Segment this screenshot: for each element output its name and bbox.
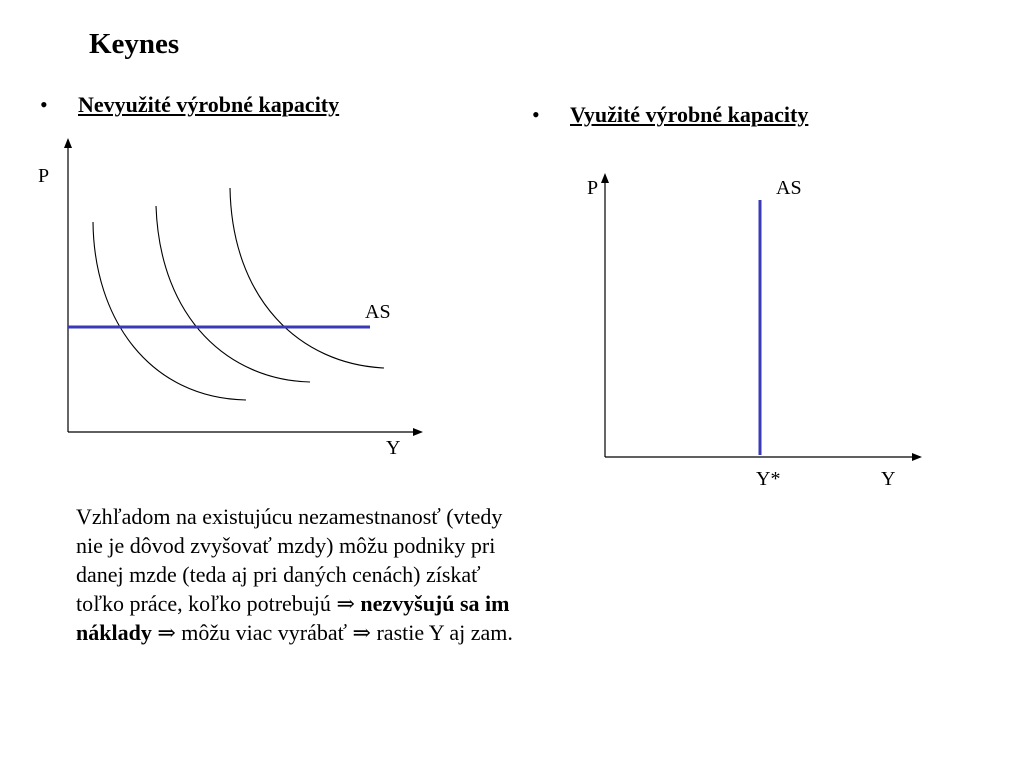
right-ystar-label: Y* bbox=[756, 468, 780, 490]
paragraph-text-3: rastie Y aj zam. bbox=[370, 620, 513, 645]
bullet-icon: • bbox=[40, 92, 48, 117]
right-diagram: P AS Y* Y bbox=[587, 173, 922, 490]
left-heading-text: Nevyužité výrobné kapacity bbox=[78, 92, 340, 117]
right-heading-text: Využité výrobné kapacity bbox=[570, 102, 809, 127]
left-y-label: P bbox=[38, 165, 49, 187]
slide-title: Keynes bbox=[89, 28, 180, 60]
left-curve-3 bbox=[229, 187, 385, 369]
left-diagram: P AS Y bbox=[38, 138, 423, 459]
implies-arrow: ⇒ bbox=[336, 591, 355, 616]
paragraph-bold-text: nezvyšujú sa im náklady bbox=[76, 591, 510, 645]
right-x-label: Y bbox=[881, 468, 895, 490]
left-as-label: AS bbox=[365, 301, 391, 323]
right-y-label: P bbox=[587, 177, 598, 199]
right-as-label: AS bbox=[776, 177, 802, 199]
left-heading: • Nevyužité výrobné kapacity bbox=[40, 92, 339, 118]
implies-arrow: ⇒ bbox=[157, 620, 176, 645]
bullet-icon: • bbox=[532, 102, 540, 127]
left-curve-1 bbox=[92, 221, 247, 401]
left-curve-2 bbox=[155, 205, 311, 383]
paragraph-text-1: Vzhľadom na existujúcu nezamestnanosť (v… bbox=[76, 504, 503, 616]
left-x-label: Y bbox=[386, 437, 400, 459]
right-heading: • Využité výrobné kapacity bbox=[532, 102, 808, 128]
paragraph-text-2: môžu viac vyrábať bbox=[175, 620, 353, 645]
implies-arrow: ⇒ bbox=[352, 620, 371, 645]
explanation-paragraph: Vzhľadom na existujúcu nezamestnanosť (v… bbox=[76, 502, 516, 647]
